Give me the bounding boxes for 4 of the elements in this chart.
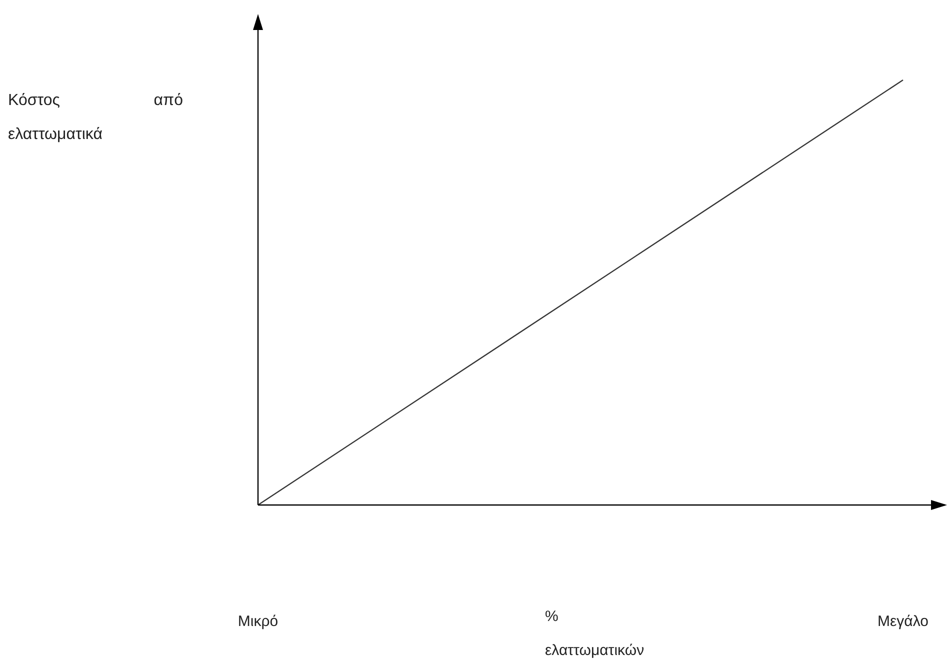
x-tick-label: Μεγάλο [878, 612, 928, 630]
x-tick-label: Μικρό [238, 612, 278, 630]
x-axis-title: % ελαττωματικών [545, 607, 644, 661]
y-axis-title: Κόστος από ελαττωματικά [8, 91, 183, 145]
